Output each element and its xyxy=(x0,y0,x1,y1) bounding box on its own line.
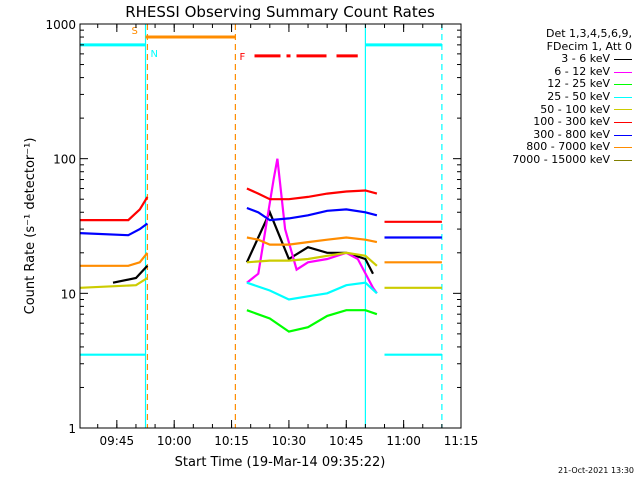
x-tick-label: 10:15 xyxy=(214,434,249,448)
legend-entry-label: 300 - 800 keV xyxy=(533,127,610,141)
plot-frame xyxy=(79,23,462,429)
series-line-800-7000-kev xyxy=(80,252,149,267)
series-line-100-300-kev xyxy=(80,196,149,222)
flag-label: S xyxy=(132,26,138,37)
x-tick-label: 10:45 xyxy=(329,434,364,448)
plot-content: S N F xyxy=(79,24,443,428)
legend-entry: 25 - 50 keV xyxy=(474,89,632,104)
y-tick-label: 1000 xyxy=(45,18,76,32)
legend-entry: 12 - 25 keV xyxy=(474,78,632,91)
legend-header-detectors: Det 1,3,4,5,6,9, xyxy=(545,27,632,40)
legend-entry: 3 - 6 keV xyxy=(474,53,632,66)
legend-entry-label: 800 - 7000 keV xyxy=(526,140,610,154)
legend-swatch xyxy=(614,84,632,86)
legend-entry: 7000 - 15000 keV xyxy=(474,152,632,167)
legend-swatch xyxy=(614,109,632,111)
series-line-300-800-kev xyxy=(79,222,149,237)
axes: 09:45 10:00 10:15 10:30 10:45 11:00 11:15 1 10 10… xyxy=(45,18,478,448)
legend-entry-label: 6 - 12 keV xyxy=(554,64,610,78)
legend-swatch xyxy=(614,71,632,73)
y-axis-label: Count Rate (s⁻¹ detector⁻¹) xyxy=(23,138,38,315)
x-tick-label: 11:00 xyxy=(386,434,421,448)
legend-entry-label: 25 - 50 keV xyxy=(547,89,610,103)
legend-entry-label: 50 - 100 keV xyxy=(540,102,610,116)
legend-swatch xyxy=(614,121,632,123)
x-tick-label: 10:30 xyxy=(272,434,307,448)
legend-swatch xyxy=(614,134,632,136)
legend-swatch xyxy=(614,58,632,60)
legend-swatch xyxy=(614,96,632,98)
y-tick-label: 100 xyxy=(53,153,76,167)
series-line-3-6-kev xyxy=(112,265,149,284)
legend-entry-label: 12 - 25 keV xyxy=(547,77,610,91)
legend: Det 1,3,4,5,6,9, FDecim 1, Att 0 3 - 6 k… xyxy=(474,27,632,167)
legend-entry-label: 100 - 300 keV xyxy=(533,115,610,129)
chart-title: RHESSI Observing Summary Count Rates xyxy=(125,3,435,21)
series-line-50-100-kev xyxy=(246,251,378,267)
legend-swatch xyxy=(614,147,632,149)
legend-entry: 800 - 7000 keV xyxy=(474,141,632,154)
legend-rows: 3 - 6 keV 6 - 12 keV 12 - 25 keV 25 - 50 ke… xyxy=(474,53,632,166)
legend-entry-label: 7000 - 15000 keV xyxy=(512,152,610,166)
x-tick-label: 11:15 xyxy=(444,434,479,448)
series-line-6-12-kev xyxy=(246,158,378,294)
legend-header-decimation: FDecim 1, Att 0 xyxy=(546,39,632,53)
series-line-300-800-kev xyxy=(246,206,378,222)
generated-date: 21-Oct-2021 13:30 xyxy=(558,466,634,475)
y-tick-label: 10 xyxy=(61,287,76,301)
legend-entry: 300 - 800 keV xyxy=(474,127,632,142)
x-axis-label: Start Time (19-Mar-14 09:35:22) xyxy=(175,455,386,470)
series-line-50-100-kev xyxy=(79,277,148,289)
legend-entry: 50 - 100 keV xyxy=(474,102,632,117)
series-line-800-7000-kev xyxy=(246,236,378,246)
x-tick-label: 09:45 xyxy=(100,434,135,448)
series-line-100-300-kev xyxy=(246,187,378,201)
series-line-12-25-kev xyxy=(246,309,378,333)
flag-label: N xyxy=(151,49,158,60)
x-tick-label: 10:00 xyxy=(157,434,192,448)
legend-entry: 100 - 300 keV xyxy=(474,116,632,129)
legend-entry-label: 3 - 6 keV xyxy=(561,52,610,66)
legend-swatch xyxy=(614,159,632,161)
y-tick-label: 1 xyxy=(68,422,76,436)
series-line-25-50-kev xyxy=(246,281,378,301)
flag-label: F xyxy=(240,52,246,63)
legend-entry: 6 - 12 keV xyxy=(474,64,632,79)
